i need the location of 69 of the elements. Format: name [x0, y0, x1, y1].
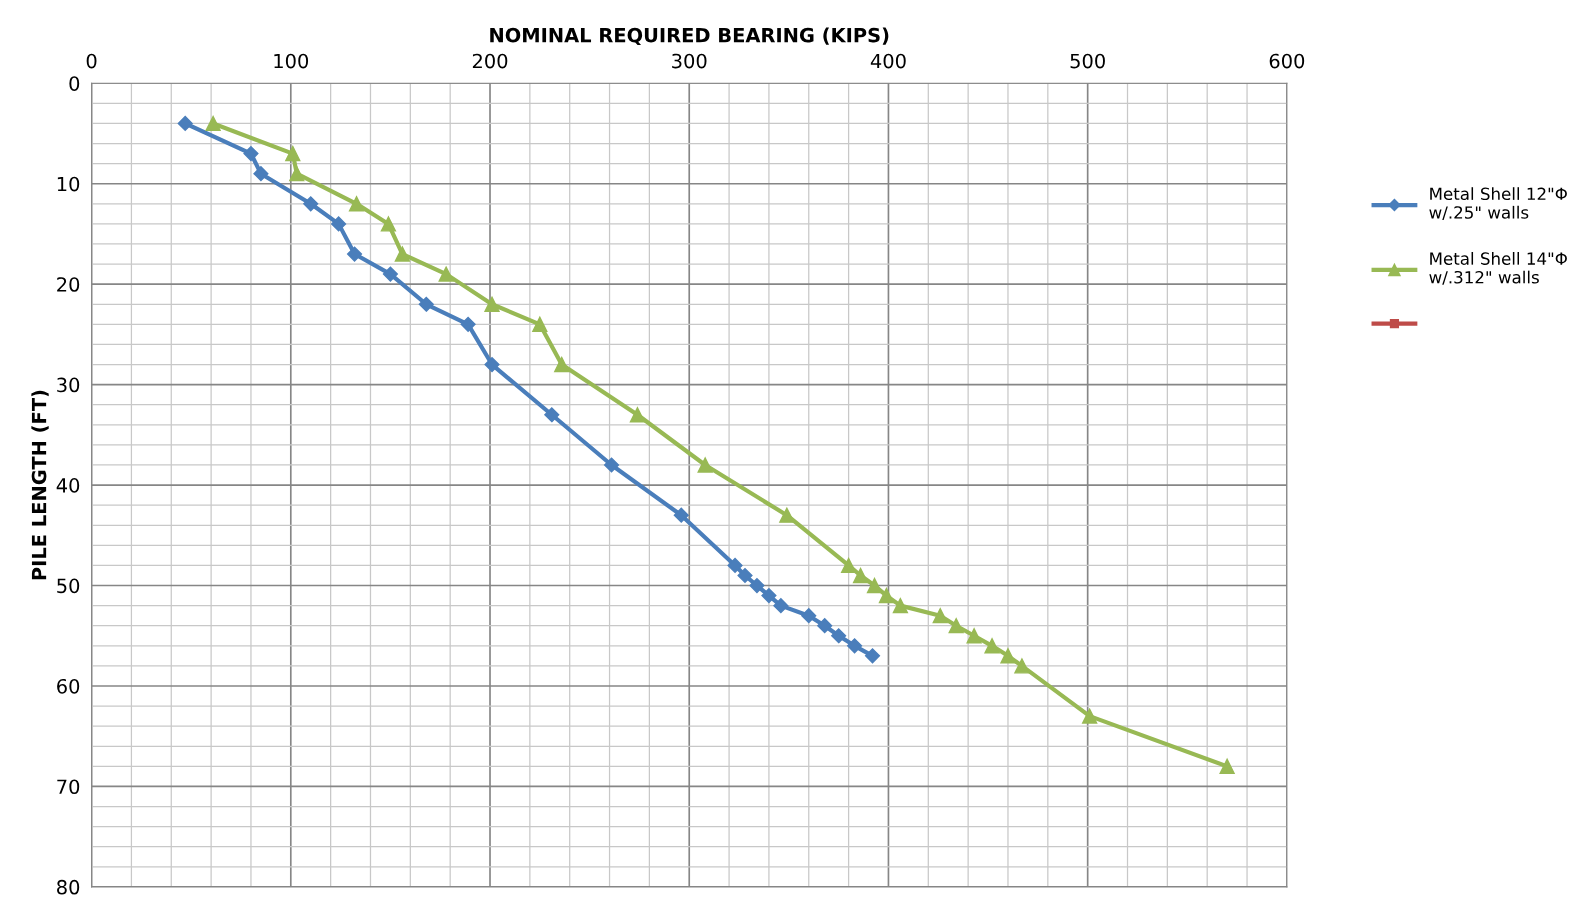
point — [1000, 648, 1016, 664]
y-tick-label: 50 — [57, 578, 80, 594]
point — [1082, 708, 1098, 724]
x-tick-label: 400 — [870, 53, 906, 69]
point — [840, 557, 857, 574]
x-tick-label: 500 — [1070, 53, 1105, 69]
point — [205, 115, 221, 132]
point — [629, 407, 646, 423]
point — [243, 146, 259, 162]
point — [779, 507, 795, 523]
x-tick-label: 300 — [672, 53, 707, 69]
point — [932, 608, 948, 624]
point — [892, 597, 909, 614]
point — [380, 216, 397, 232]
point — [984, 638, 1000, 654]
y-tick-label: 40 — [56, 478, 80, 493]
point — [285, 145, 301, 162]
point — [346, 246, 363, 262]
y-tick-label: 20 — [57, 277, 80, 292]
point — [878, 587, 895, 604]
point — [866, 577, 883, 594]
point — [177, 115, 193, 132]
point — [864, 648, 881, 664]
x-axis-title: NOMINAL REQUIRED BEARING (KIPS) — [490, 27, 889, 46]
point — [1014, 658, 1030, 674]
x-tick-label: 100 — [274, 53, 309, 69]
point — [484, 356, 500, 373]
point — [966, 628, 982, 644]
point — [554, 356, 570, 373]
point — [948, 618, 964, 634]
x-tick-label: 200 — [472, 53, 508, 69]
point — [831, 628, 847, 644]
y-tick-label: 10 — [57, 176, 80, 192]
point — [697, 457, 713, 473]
point — [773, 598, 789, 614]
point — [418, 296, 434, 312]
point — [348, 196, 365, 212]
y-tick-label: 60 — [57, 678, 80, 694]
y-tick-label: 0 — [69, 76, 80, 91]
point — [761, 588, 777, 604]
point — [749, 577, 765, 594]
legend-label: Metal Shell 12"Φ w/.25" walls — [1429, 187, 1567, 221]
point — [331, 216, 347, 232]
point — [1219, 758, 1235, 774]
point — [438, 266, 454, 282]
point — [253, 166, 269, 182]
point — [737, 567, 753, 584]
point — [289, 166, 305, 182]
point — [394, 246, 411, 262]
point — [382, 266, 398, 282]
point — [603, 457, 620, 473]
x-tick-label: 0 — [86, 53, 97, 69]
point — [544, 407, 560, 423]
y-axis-title: PILE LENGTH (FT) — [31, 390, 49, 580]
point — [727, 557, 743, 574]
point — [673, 507, 689, 523]
point — [303, 196, 319, 212]
y-tick-label: 30 — [57, 377, 80, 393]
point — [817, 618, 833, 634]
y-tick-label: 80 — [57, 879, 80, 895]
point — [847, 638, 863, 654]
point — [460, 316, 476, 332]
legend-label: Metal Shell 14"Φ w/.312" walls — [1429, 252, 1567, 285]
point — [801, 608, 817, 624]
point — [532, 316, 548, 332]
y-tick-label: 70 — [57, 779, 80, 795]
x-tick-label: 600 — [1269, 53, 1305, 69]
point — [852, 567, 869, 584]
point — [484, 296, 500, 312]
